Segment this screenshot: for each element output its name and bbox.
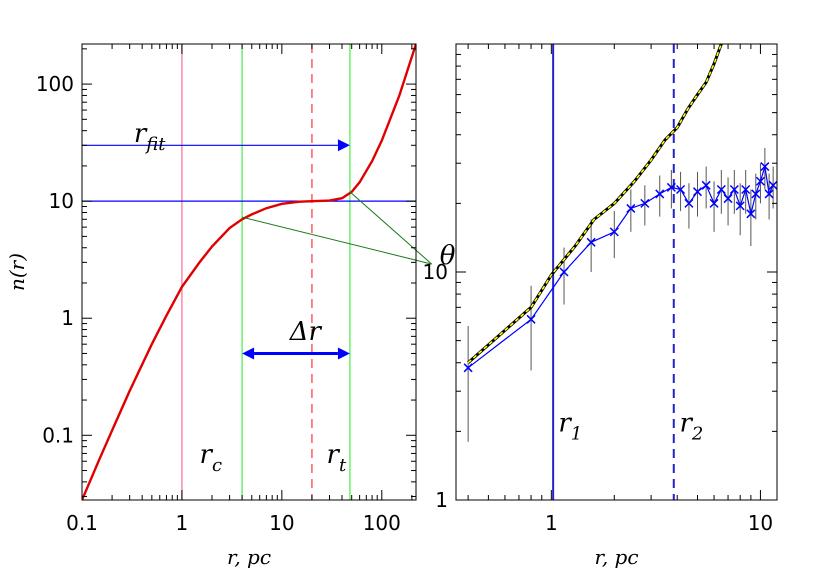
y-tick-label: 10 [49, 189, 74, 213]
x-tick-label: 10 [748, 511, 773, 535]
series-1-edge [467, 44, 723, 364]
data-point-15 [723, 194, 733, 204]
plot-frame [455, 43, 778, 501]
y-tick-label: 1 [61, 306, 74, 330]
arrow-1-head-end [337, 347, 350, 360]
data-point-5 [626, 203, 636, 213]
annotation-0: r1 [558, 408, 582, 444]
plot-frame [81, 43, 417, 501]
theta-leader-1 [349, 191, 433, 265]
y-tick-label: 10 [423, 260, 448, 284]
x-tick-label: 10 [269, 511, 294, 535]
series-1-line [467, 44, 723, 364]
annotation-subscript: c [212, 455, 222, 476]
y-tick-label: 100 [36, 72, 74, 96]
x-axis-label: r, pc [227, 545, 271, 569]
data-point-23 [764, 189, 774, 199]
annotation-subscript: 1 [571, 423, 582, 444]
annotation-2: θ [440, 241, 456, 271]
y-axis-label: n(r) [5, 253, 29, 291]
data-point-8 [666, 182, 676, 192]
annotation-base: r [558, 408, 572, 438]
annotation-subscript: t [339, 455, 347, 476]
arrow-1 [242, 347, 350, 360]
data-point-16 [729, 184, 739, 195]
annotation-base: r [327, 440, 341, 470]
data-point-0 [463, 363, 473, 373]
x-tick-label: 1 [176, 511, 189, 535]
annotation-0: rfit [134, 119, 166, 155]
x-tick-label: 0.1 [66, 511, 98, 535]
data-point-22 [760, 162, 770, 172]
data-point-11 [692, 187, 703, 197]
data-point-12 [701, 180, 711, 190]
arrow-1-head-start [242, 347, 255, 360]
annotation-subscript: 2 [691, 423, 703, 444]
plot-area [463, 44, 777, 500]
annotation-base: θ [440, 241, 456, 271]
annotation-1: Δr [289, 317, 323, 347]
data-point-19 [746, 209, 756, 219]
annotation-base: r [679, 408, 693, 438]
y-tick-label: 0.1 [42, 423, 74, 447]
data-point-21 [755, 176, 765, 186]
annotation-base: Δr [289, 317, 323, 347]
data-point-24 [768, 180, 777, 190]
annotation-subscript: fit [144, 134, 166, 155]
series-0-line [82, 44, 416, 500]
data-point-1 [526, 314, 536, 324]
x-axis-label: r, pc [594, 545, 638, 569]
data-point-20 [751, 189, 761, 199]
annotation-base: r [134, 119, 148, 149]
y-tick-label: 1 [435, 488, 448, 512]
plot-area [82, 44, 416, 500]
theta-leader-0 [241, 216, 432, 265]
data-point-3 [586, 237, 596, 247]
data-point-7 [655, 189, 665, 199]
data-point-13 [709, 198, 719, 208]
data-point-2 [559, 267, 569, 277]
annotation-4: rt [327, 440, 347, 476]
data-point-18 [741, 184, 751, 195]
data-point-14 [716, 184, 726, 195]
x-tick-label: 1 [545, 511, 558, 535]
data-point-4 [609, 227, 619, 237]
arrow-0 [82, 139, 350, 152]
data-point-6 [640, 198, 650, 208]
x-tick-label: 100 [363, 511, 401, 535]
annotation-3: rc [200, 440, 223, 476]
data-point-9 [676, 184, 686, 195]
data-point-10 [684, 198, 694, 208]
annotation-1: r2 [679, 408, 703, 444]
arrow-0-head-end [337, 139, 350, 152]
annotation-base: r [200, 440, 214, 470]
data-point-17 [735, 201, 745, 211]
